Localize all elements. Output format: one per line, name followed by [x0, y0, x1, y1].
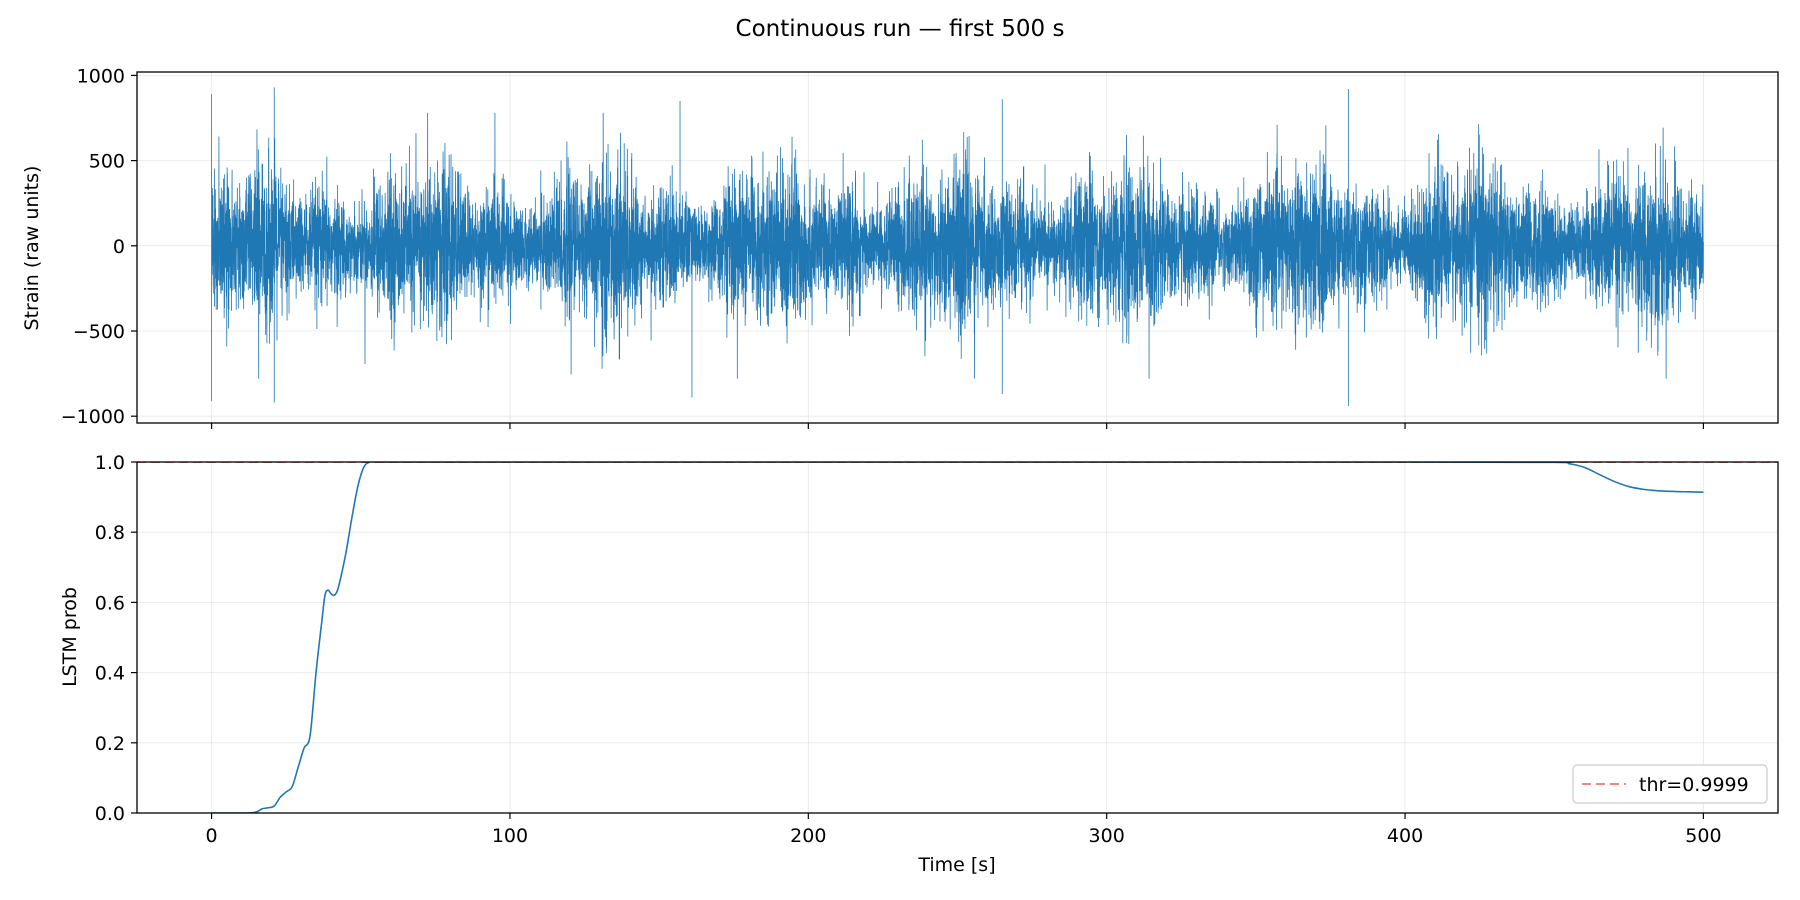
- bottom-y-tick-label: 0.2: [95, 733, 125, 755]
- strain-signal-line: [211, 87, 1704, 406]
- bottom-axes-frame: [136, 461, 1779, 814]
- bottom-y-tick-label: 0.6: [95, 592, 125, 614]
- bottom-y-ticks: 0.0 0.2 0.4 0.6 0.8 1.0: [95, 452, 137, 825]
- lstm-prob-line: [211, 462, 1704, 813]
- top-y-tick-label: 0: [113, 236, 125, 258]
- bottom-y-tick-label: 0.8: [95, 522, 125, 544]
- legend: thr=0.9999: [1572, 764, 1768, 804]
- top-y-ticks: −1000 −500 0 500 1000: [61, 65, 137, 428]
- bottom-x-tick-label: 200: [790, 825, 826, 847]
- bottom-x-tick-label: 100: [492, 825, 528, 847]
- bottom-y-tick-label: 0.4: [95, 663, 125, 685]
- top-y-tick-label: 500: [89, 151, 125, 173]
- legend-threshold-label: thr=0.9999: [1639, 774, 1749, 796]
- top-y-tick-label: 1000: [77, 65, 125, 87]
- bottom-panel: 0.0 0.2 0.4 0.6 0.8 1.0 0 100 200 300 400 500 LSTM…: [59, 452, 1779, 876]
- top-y-axis-label: Strain (raw units): [21, 166, 43, 331]
- bottom-x-tick-label: 500: [1685, 825, 1721, 847]
- bottom-x-tick-label: 0: [206, 825, 218, 847]
- bottom-x-tick-label: 300: [1089, 825, 1125, 847]
- bottom-y-tick-label: 1.0: [95, 452, 125, 474]
- top-y-tick-label: −500: [73, 321, 125, 343]
- figure-title: Continuous run — first 500 s: [736, 16, 1065, 42]
- top-x-ticks: [210, 423, 1705, 429]
- top-axes-frame: [136, 71, 1779, 424]
- legend-box: [1572, 764, 1768, 804]
- top-y-tick-label: −1000: [61, 406, 125, 428]
- bottom-y-axis-label: LSTM prob: [59, 587, 81, 687]
- x-axis-label: Time [s]: [917, 854, 995, 876]
- top-panel: −1000 −500 0 500 1000 Strain (raw units): [21, 65, 1779, 429]
- bottom-x-ticks: 0 100 200 300 400 500: [206, 813, 1722, 847]
- bottom-y-tick-label: 0.0: [95, 803, 125, 825]
- bottom-x-tick-label: 400: [1387, 825, 1423, 847]
